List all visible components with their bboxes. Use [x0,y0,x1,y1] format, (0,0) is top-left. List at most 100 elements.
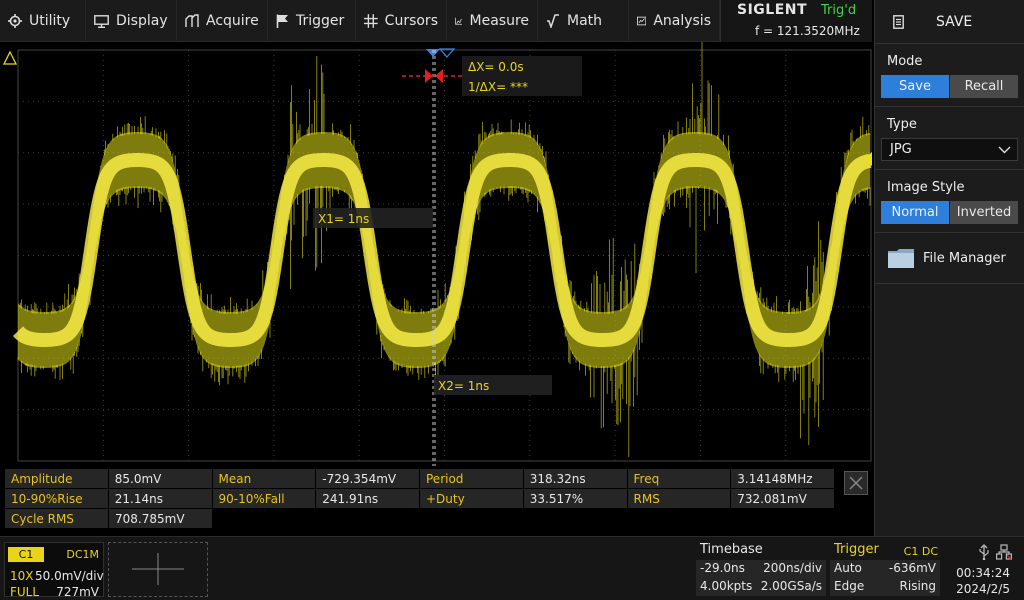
measure-label[interactable]: Amplitude [5,469,108,488]
sample-rate: 2.00GSa/s [760,579,822,593]
trigger-slope: Rising [899,579,936,593]
measure-label[interactable]: Freq [627,469,731,488]
menu-label: Utility [29,13,71,29]
style-inverted-button[interactable]: Inverted [949,201,1018,224]
menu-trigger[interactable]: Trigger [268,0,356,42]
measure-value: 708.785mV [109,509,212,528]
measure-value: 21.14ns [108,489,212,508]
measure-label[interactable]: 10-90%Rise [5,489,108,508]
measurement-row: 10-90%Rise 21.14ns 90-10%Fall 241.91ns +… [5,489,835,508]
measurement-row: Amplitude 85.0mV Mean -729.354mV Period … [5,469,835,488]
measure-label[interactable]: Cycle RMS [5,509,108,528]
menu-label: Trigger [296,13,345,29]
menu-acquire[interactable]: Acquire [177,0,268,42]
close-icon [849,476,863,490]
math-icon [547,14,559,28]
menu-measure[interactable]: Measure [447,0,538,42]
memory-depth: 4.00kpts [700,579,753,593]
measure-close-button[interactable] [844,471,868,495]
delta-arrow-right [435,69,443,83]
trigger-status: Trig'd [821,3,857,18]
clock-date: 2024/2/5 [956,582,1010,596]
cursor-inverse-delta: 1/ΔX= *** [468,80,528,94]
mode-recall-button[interactable]: Recall [949,75,1018,98]
trigger-box[interactable]: Trigger C1 DC Auto -636mV Edge Rising [830,540,940,598]
mode-title: Mode [887,54,923,69]
mode-section: Mode Save Recall [875,44,1024,107]
menu-analysis[interactable]: Analysis [629,0,720,42]
measure-value: 33.517% [523,489,627,508]
channel1-bandwidth: FULL [10,585,40,599]
channel1-offset: 727mV [56,585,99,599]
measure-value: 3.14148MHz [731,469,834,488]
measure-value: -729.354mV [316,469,419,488]
analysis-icon [637,16,647,26]
menu-label: Display [116,13,168,29]
measure-label[interactable]: 90-10%Fall [212,489,316,508]
clock-box: 00:34:24 2024/2/5 [946,540,1022,598]
measure-value: 85.0mV [108,469,212,488]
status-box: SIGLENT Trig'd f = 121.3520MHz [720,0,872,42]
measure-label[interactable]: +Duty [420,489,523,508]
trigger-type: Edge [834,579,865,593]
mode-save-button[interactable]: Save [881,75,949,98]
cursor-x2-label: X2= 1ns [438,379,489,393]
menu-utility[interactable]: Utility [0,0,86,42]
menu-label: Math [567,13,603,29]
measurement-table: Amplitude 85.0mV Mean -729.354mV Period … [5,469,835,531]
status-bar: C1 DC1M 10X 50.0mV/div FULL 727mV Timeba… [0,536,1024,600]
measure-value: 241.91ns [316,489,419,508]
acquire-icon [185,14,199,27]
trigger-title: Trigger [834,542,879,557]
cursor-delta: ΔX= 0.0s [468,60,524,74]
measure-icon [455,17,462,25]
chevron-down-icon [998,146,1011,153]
image-style-toggle: Normal Inverted [881,201,1018,224]
measure-label[interactable]: Mean [212,469,316,488]
network-icon [996,544,1012,560]
measure-label[interactable]: Period [420,469,523,488]
timebase-box[interactable]: Timebase -29.0ns 200ns/div 4.00kpts 2.00GS… [694,540,828,598]
folder-icon [888,249,914,268]
gear-icon [8,14,22,28]
add-channel-button[interactable] [108,542,208,597]
plus-icon [132,553,184,585]
channel1-trace [12,42,872,457]
menu-label: Cursors [384,13,438,29]
flag-icon [276,14,288,28]
channel1-coupling: DC1M [66,548,99,561]
trigger-mode: Auto [834,561,862,575]
save-panel: SAVE Mode Save Recall Type JPG Image Sty… [874,0,1024,536]
clock-time: 00:34:24 [956,566,1010,580]
type-section: Type JPG [875,107,1024,170]
delta-arrow-left [425,69,433,83]
usb-icon [979,544,989,560]
waveform-display[interactable]: ΔX= 0.0s 1/ΔX= *** X1= 1ns X2= 1ns [0,42,874,466]
type-title: Type [887,117,917,132]
menu-cursors[interactable]: Cursors [356,0,447,42]
file-manager-button[interactable]: File Manager [875,233,1024,284]
type-select[interactable]: JPG [881,138,1018,161]
channel1-scale: 50.0mV/div [35,569,104,583]
measurement-row: Cycle RMS 708.785mV [5,509,835,528]
menu-label: Analysis [653,13,711,29]
style-normal-button[interactable]: Normal [881,201,949,224]
menu-math[interactable]: Math [538,0,629,42]
menu-display[interactable]: Display [86,0,177,42]
timebase-delay: -29.0ns [700,561,745,575]
measure-value: 732.081mV [731,489,834,508]
cursor-x1-label: X1= 1ns [318,212,369,226]
menu-label: Measure [469,13,530,29]
type-value: JPG [890,142,912,157]
warning-icon [2,50,18,65]
file-manager-label: File Manager [923,250,1006,266]
panel-title: SAVE [936,13,973,30]
top-menubar: Utility Display Acquire Trigger Cursors … [0,0,720,42]
trigger-source: C1 DC [903,545,938,558]
measure-label[interactable]: RMS [627,489,731,508]
trigger-level-marker[interactable] [864,152,872,166]
brand-logo: SIGLENT [737,2,808,18]
frequency-readout: f = 121.3520MHz [755,24,860,38]
trigger-level: -636mV [888,561,936,575]
channel1-box[interactable]: C1 DC1M 10X 50.0mV/div FULL 727mV [4,542,104,599]
